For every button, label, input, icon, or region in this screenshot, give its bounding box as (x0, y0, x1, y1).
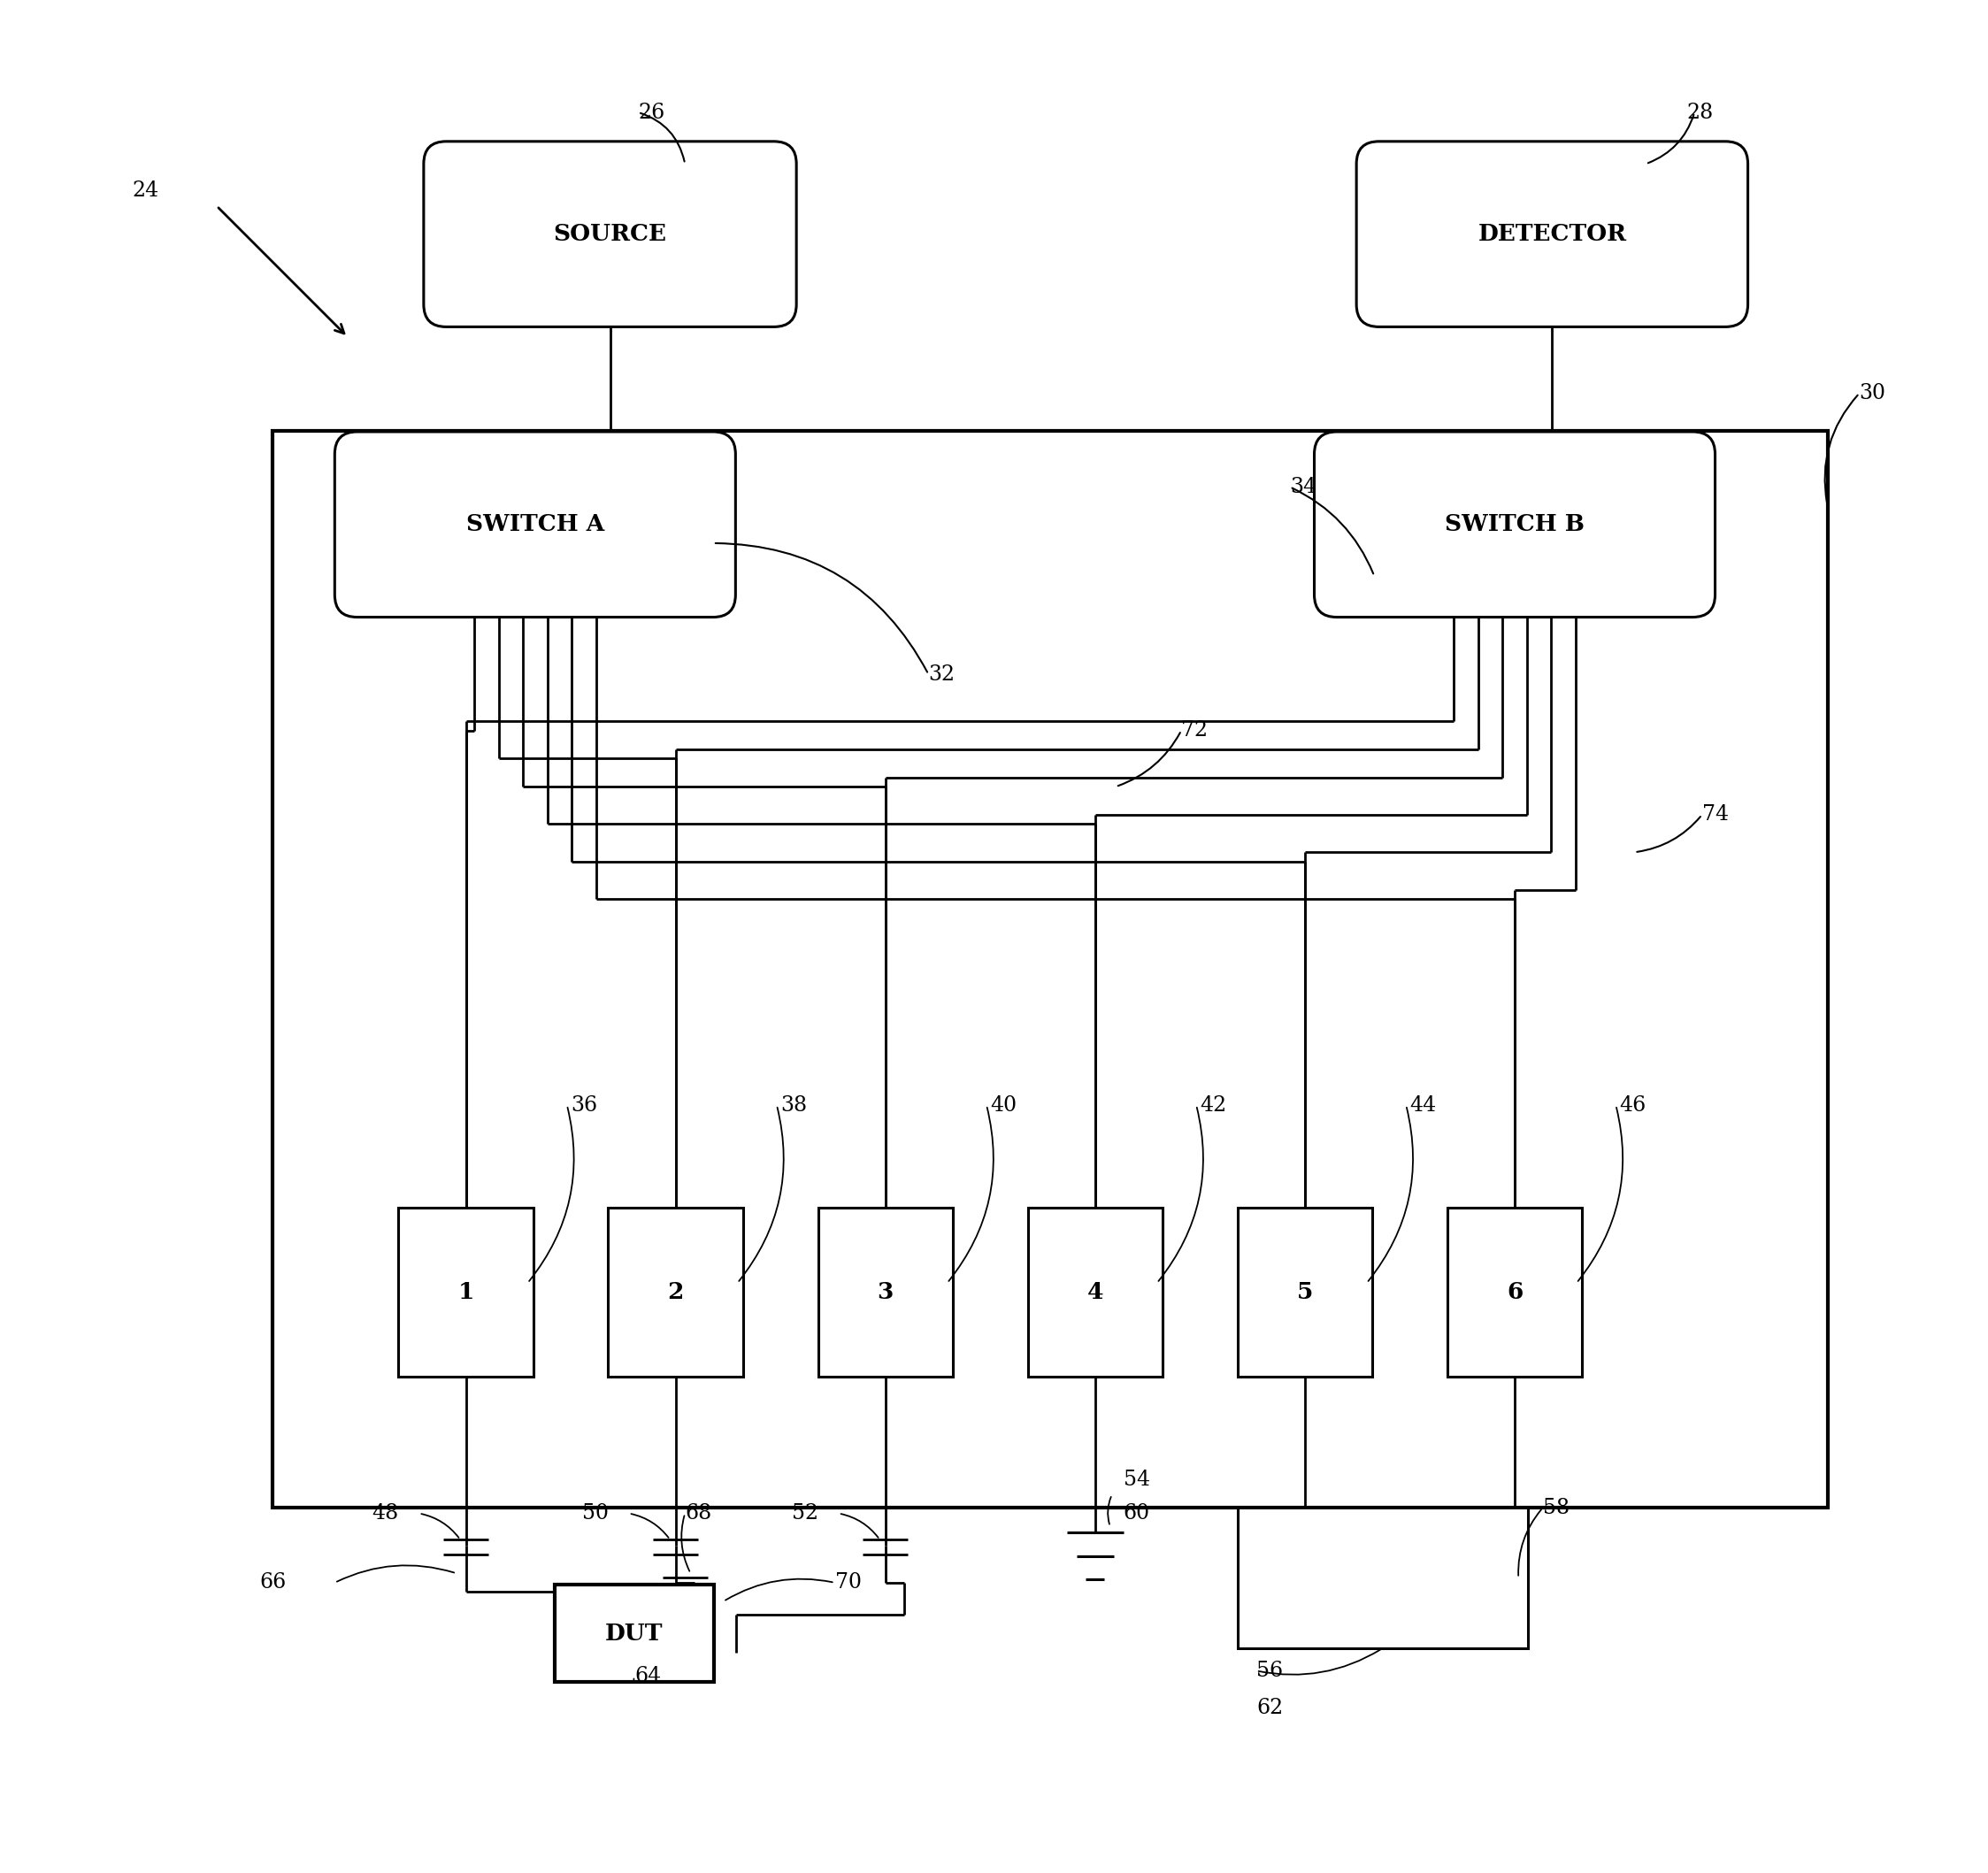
Text: SWITCH B: SWITCH B (1445, 513, 1584, 536)
FancyBboxPatch shape (423, 142, 797, 328)
Bar (1237, 1508, 1529, 1648)
Bar (817, 1208, 952, 1377)
Text: 42: 42 (1201, 1096, 1227, 1114)
Text: 54: 54 (1123, 1470, 1149, 1489)
Text: 32: 32 (928, 665, 954, 684)
Text: 40: 40 (990, 1096, 1018, 1114)
Bar (272, 431, 1827, 1508)
Text: 2: 2 (668, 1281, 684, 1304)
Text: 38: 38 (781, 1096, 807, 1114)
Text: 5: 5 (1296, 1281, 1312, 1304)
Text: 4: 4 (1087, 1281, 1103, 1304)
FancyBboxPatch shape (1314, 433, 1716, 618)
Text: DETECTOR: DETECTOR (1477, 223, 1626, 245)
Text: 34: 34 (1290, 478, 1316, 496)
Text: 50: 50 (582, 1504, 608, 1523)
Bar (1028, 1208, 1163, 1377)
Bar (1447, 1208, 1582, 1377)
FancyBboxPatch shape (1356, 142, 1747, 328)
Text: 28: 28 (1688, 103, 1714, 122)
Text: 68: 68 (686, 1504, 712, 1523)
Text: 56: 56 (1256, 1661, 1282, 1680)
Text: 1: 1 (457, 1281, 473, 1304)
Text: 62: 62 (1256, 1699, 1282, 1718)
FancyBboxPatch shape (334, 433, 736, 618)
Text: 64: 64 (634, 1667, 662, 1686)
Text: 66: 66 (260, 1573, 286, 1592)
Bar (398, 1208, 533, 1377)
Text: 44: 44 (1409, 1096, 1437, 1114)
Text: 3: 3 (877, 1281, 893, 1304)
Text: 74: 74 (1702, 805, 1730, 824)
Text: 26: 26 (638, 103, 664, 122)
Text: 36: 36 (571, 1096, 596, 1114)
Text: 70: 70 (835, 1573, 861, 1592)
Text: SOURCE: SOURCE (553, 223, 666, 245)
Text: 48: 48 (372, 1504, 400, 1523)
Text: DUT: DUT (606, 1622, 664, 1644)
Text: 6: 6 (1507, 1281, 1523, 1304)
Text: 60: 60 (1123, 1504, 1149, 1523)
Text: 30: 30 (1859, 384, 1887, 403)
Text: 72: 72 (1181, 721, 1209, 740)
Text: 46: 46 (1620, 1096, 1646, 1114)
Bar (555, 1585, 714, 1682)
Bar (608, 1208, 744, 1377)
Text: 52: 52 (791, 1504, 819, 1523)
Text: SWITCH A: SWITCH A (465, 513, 604, 536)
Text: 58: 58 (1543, 1498, 1569, 1517)
Bar (1237, 1208, 1372, 1377)
Text: 24: 24 (133, 182, 159, 200)
